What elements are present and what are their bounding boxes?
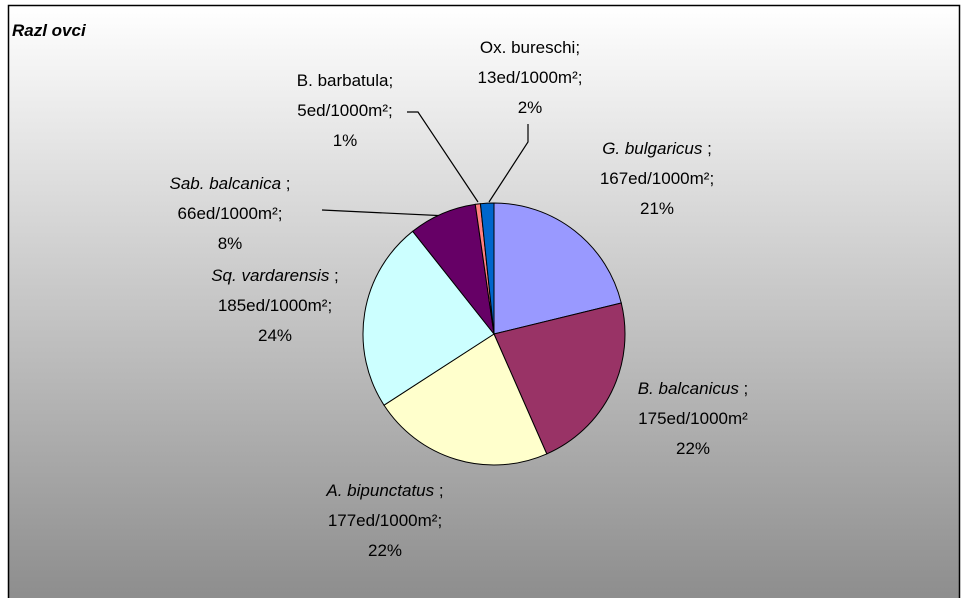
leader-line: [488, 124, 529, 203]
slice-value-label: 13ed/1000m²;: [478, 68, 583, 87]
slice-label-name: G. bulgaricus ;: [602, 139, 712, 158]
slice-name: Ox. bureschi: [480, 38, 575, 57]
slice-name-separator: ;: [329, 266, 338, 285]
slice-label-name: B. balcanicus ;: [638, 379, 749, 398]
leader-line: [407, 111, 479, 203]
chart-title: Razl ovci: [12, 21, 87, 40]
slice-percent-label: 1%: [333, 131, 358, 150]
slice-name: B. balcanicus: [638, 379, 740, 398]
slice-name: Sab. balcanica: [170, 174, 282, 193]
slice-name: G. bulgaricus: [602, 139, 703, 158]
slice-value-label: 185ed/1000m²;: [218, 296, 332, 315]
slice-name-separator: ;: [739, 379, 748, 398]
slice-name-separator: ;: [281, 174, 290, 193]
slice-name: A. bipunctatus: [325, 481, 434, 500]
slice-percent-label: 8%: [218, 234, 243, 253]
slice-percent-label: 22%: [676, 439, 710, 458]
pie-slice: [362, 230, 495, 406]
slice-name-separator: ;: [434, 481, 443, 500]
slice-value-label: 177ed/1000m²;: [328, 511, 442, 530]
pie-slice: [383, 333, 548, 466]
slice-percent-label: 24%: [258, 326, 292, 345]
slice-label-name: B. barbatula;: [297, 71, 393, 90]
slice-value-label: 175ed/1000m²: [638, 409, 748, 428]
slice-label-name: Sab. balcanica ;: [170, 174, 291, 193]
slice-percent-label: 21%: [640, 199, 674, 218]
pie-slice: [493, 302, 626, 455]
slice-label-name: A. bipunctatus ;: [325, 481, 443, 500]
pie-slice: [479, 202, 495, 335]
slice-name-separator: ;: [575, 38, 580, 57]
slice-name-separator: ;: [388, 71, 393, 90]
slice-label-name: Ox. bureschi;: [480, 38, 580, 57]
pie-slice: [493, 202, 622, 335]
slice-label-name: Sq. vardarensis ;: [211, 266, 339, 285]
slice-value-label: 5ed/1000m²;: [297, 101, 392, 120]
slice-value-label: 66ed/1000m²;: [178, 204, 283, 223]
slice-name: B. barbatula: [297, 71, 389, 90]
slice-name: Sq. vardarensis: [211, 266, 330, 285]
slice-value-label: 167ed/1000m²;: [600, 169, 714, 188]
slice-percent-label: 22%: [368, 541, 402, 560]
slice-name-separator: ;: [702, 139, 711, 158]
slice-percent-label: 2%: [518, 98, 543, 117]
